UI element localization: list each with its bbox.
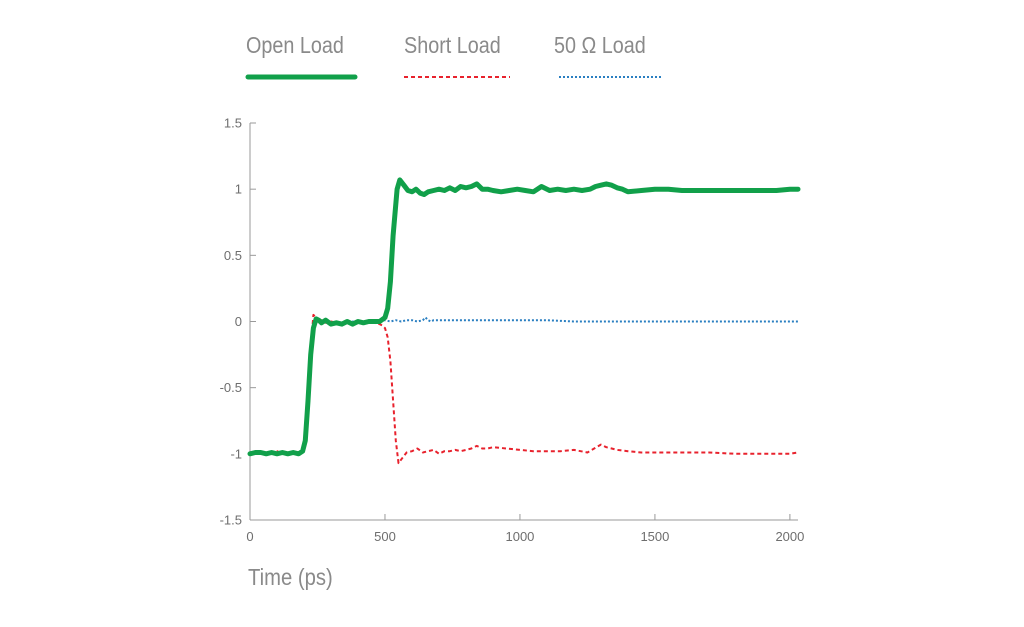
- series-line-50-ohm-load: [250, 316, 798, 455]
- legend-label-50-ohm-load: 50 Ω Load: [554, 32, 646, 58]
- x-tick-label: 1500: [640, 529, 669, 544]
- series-line-short-load: [249, 313, 799, 465]
- series-group: [247, 177, 801, 465]
- ticks: 1.5 1 0.5 0 -0.5 -1 -1.5 0 500 1000 1500 2000: [220, 116, 805, 545]
- y-tick-label: 1: [235, 182, 242, 197]
- y-tick-label: -1.5: [220, 513, 242, 528]
- x-tick-label: 1000: [505, 529, 534, 544]
- y-tick-label: -0.5: [220, 380, 242, 395]
- x-axis-label: Time (ps): [248, 564, 333, 590]
- y-tick-label: -1: [230, 446, 242, 461]
- legend-label-short-load: Short Load: [404, 32, 501, 58]
- y-tick-label: 1.5: [224, 116, 242, 131]
- x-tick-label: 2000: [775, 529, 804, 544]
- x-tick-label: 500: [374, 529, 396, 544]
- series-line-open-load: [247, 177, 801, 457]
- y-tick-label: 0.5: [224, 248, 242, 263]
- legend-label-open-load: Open Load: [246, 32, 344, 58]
- y-tick-label: 0: [235, 314, 242, 329]
- x-tick-label: 0: [246, 529, 253, 544]
